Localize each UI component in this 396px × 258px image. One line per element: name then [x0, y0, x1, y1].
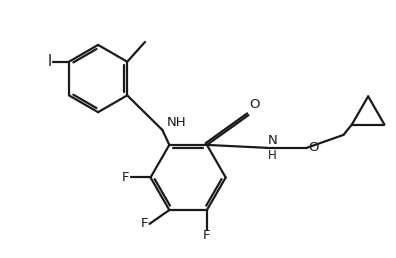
Text: I: I [48, 54, 52, 69]
Text: NH: NH [166, 116, 186, 129]
Text: F: F [141, 217, 148, 230]
Text: F: F [203, 229, 211, 242]
Text: O: O [308, 141, 318, 154]
Text: N: N [268, 134, 278, 147]
Text: H: H [268, 149, 277, 162]
Text: O: O [249, 98, 260, 111]
Text: F: F [122, 171, 130, 184]
